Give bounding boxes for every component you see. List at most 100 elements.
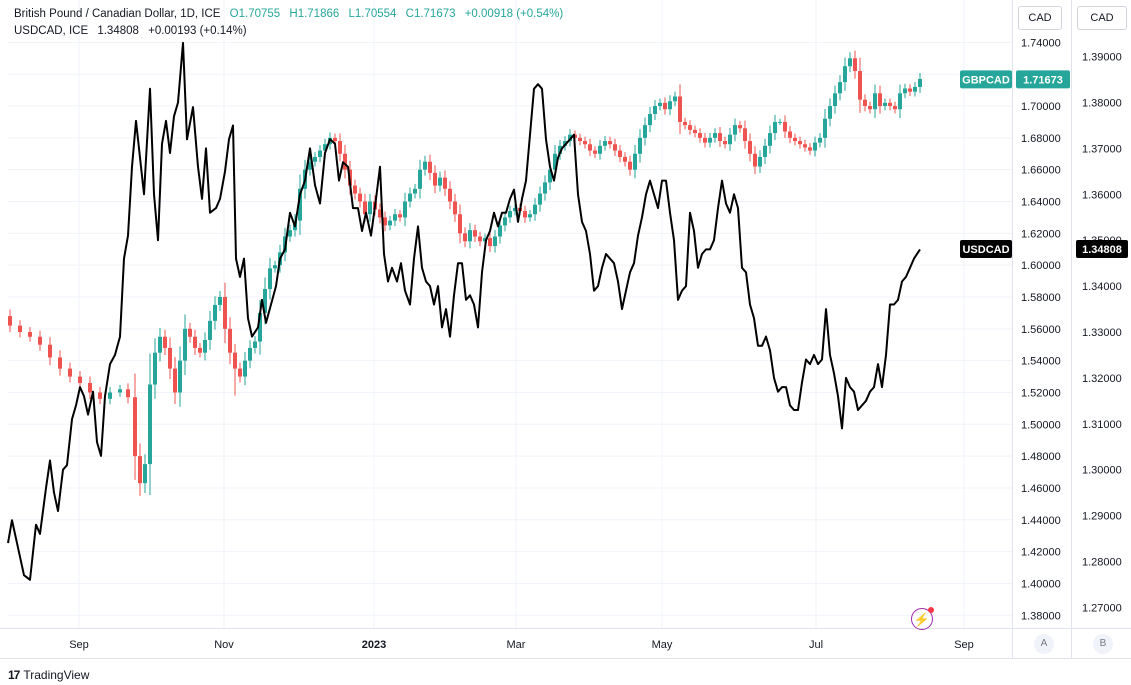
left-tick-label: 1.50000	[1021, 419, 1061, 431]
candle-body	[828, 106, 832, 119]
candle-body	[533, 204, 537, 215]
candle-body	[528, 214, 532, 218]
candle-body	[688, 125, 692, 130]
candle-body	[363, 201, 367, 215]
candle-body	[158, 336, 162, 353]
candle-body	[693, 129, 697, 134]
candle-body	[433, 172, 437, 186]
candle-body	[58, 357, 62, 369]
candle-body	[143, 464, 147, 484]
candle-body	[118, 389, 122, 393]
left-tick-label: 1.64000	[1021, 197, 1061, 209]
gbpcad-price-badge-text: 1.71673	[1023, 74, 1063, 86]
right-tick-label: 1.37000	[1082, 143, 1122, 155]
tradingview-brand[interactable]: 17 TradingView	[8, 668, 89, 682]
candle-body	[608, 141, 612, 145]
left-tick-label: 1.74000	[1021, 37, 1061, 49]
candle-body	[858, 71, 862, 100]
candle-body	[823, 118, 827, 138]
candle-body	[258, 312, 262, 342]
candle-body	[88, 382, 92, 393]
time-tick-label: May	[652, 639, 673, 651]
candle-body	[583, 141, 587, 145]
candle-body	[333, 137, 337, 142]
candle-body	[893, 106, 897, 110]
candle-body	[748, 141, 752, 154]
left-tick-label: 1.58000	[1021, 292, 1061, 304]
usdcad-name-badge: USDCAD	[960, 240, 1012, 259]
candle-body	[683, 121, 687, 126]
candle-body	[523, 211, 527, 218]
candle-body	[628, 161, 632, 170]
time-tick-label: Sep	[954, 639, 974, 651]
candle-body	[478, 236, 482, 242]
candle-body	[473, 230, 477, 237]
candle-body	[758, 156, 762, 167]
candle-body	[343, 153, 347, 170]
right-tick-label: 1.33000	[1082, 327, 1122, 339]
candle-body	[318, 150, 322, 157]
compare-last-value: 1.34808	[97, 25, 139, 37]
candle-body	[668, 101, 672, 110]
candle-body	[703, 137, 707, 143]
candle-body	[633, 153, 637, 170]
candle-body	[818, 137, 822, 143]
candle-body	[498, 225, 502, 237]
main-series-legend: British Pound / Canadian Dollar, 1D, ICE…	[14, 8, 569, 20]
candle-body	[313, 156, 317, 162]
candle-body	[418, 169, 422, 189]
candle-body	[453, 201, 457, 215]
usdcad-name-badge-text: USDCAD	[962, 244, 1009, 256]
candle-body	[838, 82, 842, 94]
candle-body	[208, 320, 212, 340]
open-value: O1.70755	[229, 8, 281, 20]
candle-body	[8, 316, 12, 326]
candle-body	[623, 156, 627, 162]
candle-body	[853, 58, 857, 72]
candle-body	[178, 360, 182, 393]
candle-body	[783, 121, 787, 132]
right-tick-label: 1.34000	[1082, 281, 1122, 293]
candle-body	[263, 289, 267, 313]
candle-body	[843, 66, 847, 83]
candle-body	[268, 268, 272, 290]
right-currency-button[interactable]: CAD	[1077, 6, 1127, 30]
candle-body	[28, 332, 32, 337]
right-tick-label: 1.38000	[1082, 98, 1122, 110]
candle-body	[788, 131, 792, 138]
left-tick-label: 1.42000	[1021, 547, 1061, 559]
usdcad-line-group	[7, 41, 921, 581]
candle-body	[638, 137, 642, 154]
left-tick-label: 1.70000	[1021, 101, 1061, 113]
lightning-icon[interactable]: ⚡	[911, 607, 934, 630]
left-tick-label: 1.66000	[1021, 165, 1061, 177]
candle-body	[243, 360, 247, 377]
left-tick-label: 1.68000	[1021, 133, 1061, 145]
usdcad-price-badge: 1.34808	[1076, 240, 1128, 259]
candle-body	[133, 397, 137, 457]
candle-body	[888, 102, 892, 107]
scale-b-button[interactable]: B	[1093, 634, 1113, 654]
time-tick-label: 2023	[362, 639, 386, 651]
scale-a-button[interactable]: A	[1034, 634, 1054, 654]
candle-body	[438, 177, 442, 186]
time-tick-label: Mar	[507, 639, 526, 651]
left-currency-button[interactable]: CAD	[1018, 6, 1062, 30]
candle-body	[713, 133, 717, 138]
candle-body	[288, 230, 292, 237]
candle-body	[898, 93, 902, 110]
candle-body	[763, 145, 767, 157]
candle-body	[543, 182, 547, 194]
left-tick-label: 1.56000	[1021, 324, 1061, 336]
candle-body	[738, 125, 742, 129]
candle-body	[808, 147, 812, 151]
candle-body	[673, 96, 677, 102]
candle-body	[188, 328, 192, 337]
candle-body	[388, 220, 392, 226]
candle-body	[768, 133, 772, 146]
candle-body	[833, 93, 837, 107]
candle-body	[218, 296, 222, 305]
candle-body	[458, 214, 462, 234]
candle-body	[238, 368, 242, 377]
